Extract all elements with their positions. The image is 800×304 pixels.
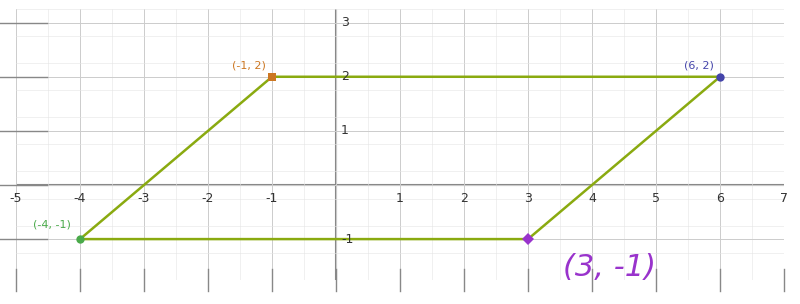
- Text: 3: 3: [524, 192, 532, 205]
- Text: -1: -1: [266, 192, 278, 205]
- Text: (-1, 2): (-1, 2): [232, 60, 266, 70]
- Text: -5: -5: [10, 192, 22, 205]
- Text: 6: 6: [716, 192, 724, 205]
- Text: -2: -2: [202, 192, 214, 205]
- Text: (3, -1): (3, -1): [563, 253, 656, 282]
- Text: 1: 1: [341, 124, 349, 137]
- Text: (-4, -1): (-4, -1): [33, 219, 70, 229]
- Text: 5: 5: [652, 192, 660, 205]
- Text: 4: 4: [588, 192, 596, 205]
- Text: 1: 1: [396, 192, 404, 205]
- Text: 7: 7: [780, 192, 788, 205]
- Text: 2: 2: [341, 70, 349, 83]
- Text: -1: -1: [341, 233, 354, 246]
- Text: -3: -3: [138, 192, 150, 205]
- Text: -4: -4: [74, 192, 86, 205]
- Text: (6, 2): (6, 2): [684, 60, 714, 70]
- Text: 3: 3: [341, 16, 349, 29]
- Text: 2: 2: [460, 192, 468, 205]
